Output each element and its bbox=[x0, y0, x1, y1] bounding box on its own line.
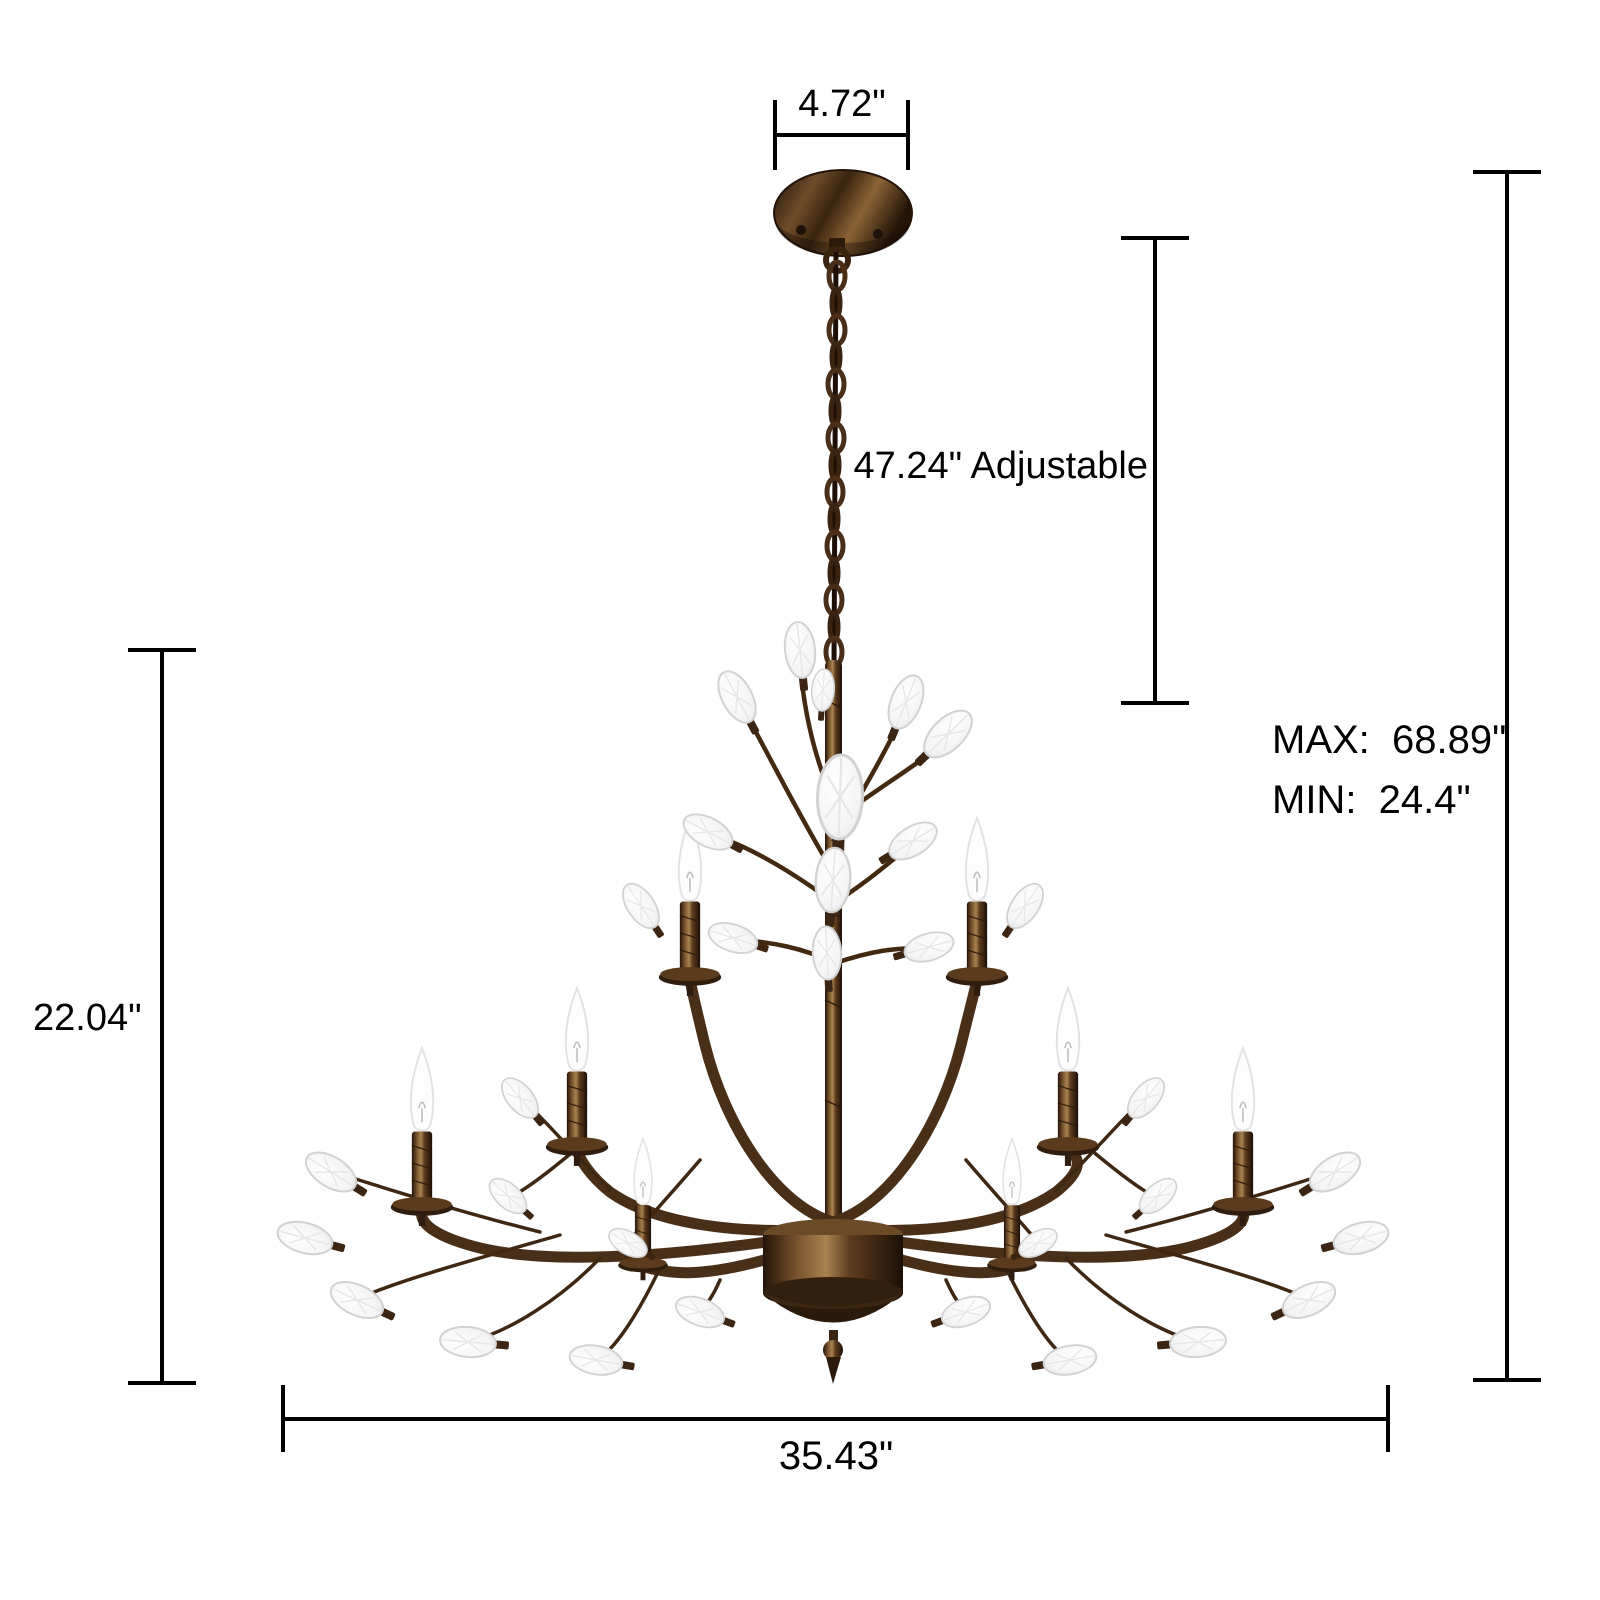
chain-length-dimension-line bbox=[1121, 236, 1189, 705]
candle-light bbox=[1035, 987, 1101, 1167]
finial bbox=[823, 1340, 843, 1360]
min-height-label: MIN: 24.4" bbox=[1272, 778, 1471, 822]
fixture-width-dimension-line bbox=[281, 1385, 1390, 1452]
fixture-width-label: 35.43" bbox=[778, 1434, 894, 1478]
candle-light bbox=[1210, 1047, 1276, 1227]
candle-light bbox=[544, 987, 610, 1167]
max-height-label: MAX: 68.89" bbox=[1272, 718, 1507, 762]
dimension-lines bbox=[128, 100, 1541, 1452]
max-height-dimension-line bbox=[1473, 170, 1541, 1382]
fixture-height-label: 22.04" bbox=[33, 997, 142, 1039]
canopy-width-dimension-line bbox=[773, 100, 910, 170]
center-hub bbox=[763, 1219, 903, 1384]
candle-light bbox=[944, 817, 1010, 997]
hanging-chain bbox=[826, 251, 845, 668]
canopy-width-label: 4.72" bbox=[798, 83, 886, 125]
chain-length-label: 47.24" Adjustable bbox=[853, 445, 1149, 487]
ceiling-canopy bbox=[773, 169, 913, 274]
candle-light bbox=[389, 1047, 455, 1227]
fixture-height-dimension-line bbox=[128, 648, 196, 1385]
